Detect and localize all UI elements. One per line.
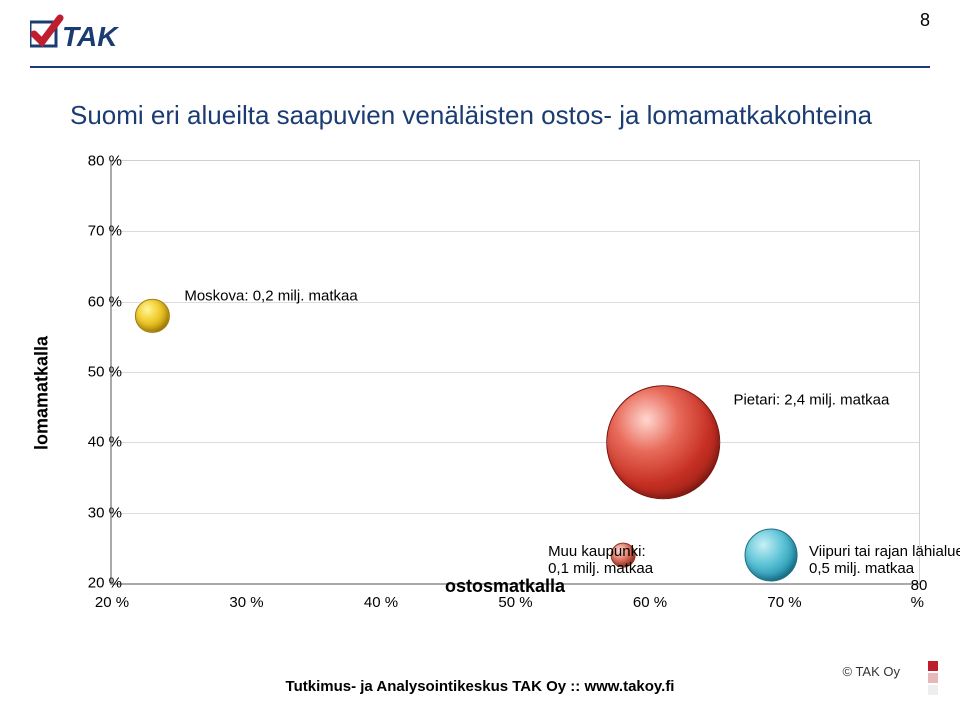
bubble-pietari (607, 386, 721, 500)
bubble-label-pietari: Pietari: 2,4 milj. matkaa (733, 392, 889, 409)
y-axis-label: lomamatkalla (32, 335, 53, 449)
x-tick: 60 % (633, 594, 667, 611)
page-title: Suomi eri alueilta saapuvien venäläisten… (70, 100, 930, 131)
bubble-label-moskova: Moskova: 0,2 milj. matkaa (184, 287, 357, 304)
page-number: 8 (920, 10, 930, 31)
y-tick: 70 % (62, 223, 122, 240)
y-tick: 30 % (62, 504, 122, 521)
y-tick: 50 % (62, 364, 122, 381)
logo: TAK (30, 14, 140, 62)
y-tick: 20 % (62, 575, 122, 592)
bubble-label-muu-kaupunki: Muu kaupunki: 0,1 milj. matkaa (548, 543, 653, 577)
bubble-moskova (135, 299, 169, 333)
svg-text:TAK: TAK (62, 21, 119, 52)
x-tick: 40 % (364, 594, 398, 611)
footer-text: Tutkimus- ja Analysointikeskus TAK Oy ::… (0, 678, 960, 695)
header-rule (30, 66, 930, 68)
x-tick: 20 % (95, 594, 129, 611)
y-tick: 60 % (62, 293, 122, 310)
bubble-label-viipuri: Viipuri tai rajan lähialueet: 0,5 milj. … (809, 543, 960, 577)
y-tick: 80 % (62, 153, 122, 170)
corner-decoration (918, 661, 938, 701)
copyright: © TAK Oy (843, 664, 901, 679)
plot-area: 20 %30 %40 %50 %60 %70 %80 %20 %30 %40 %… (110, 160, 920, 585)
x-axis-label: ostosmatkalla (445, 576, 565, 597)
bubble-viipuri (745, 528, 798, 581)
x-tick: 30 % (229, 594, 263, 611)
x-tick: 70 % (767, 594, 801, 611)
x-tick: 80 % (911, 577, 928, 611)
y-tick: 40 % (62, 434, 122, 451)
bubble-chart: lomamatkalla 20 %30 %40 %50 %60 %70 %80 … (30, 160, 930, 625)
